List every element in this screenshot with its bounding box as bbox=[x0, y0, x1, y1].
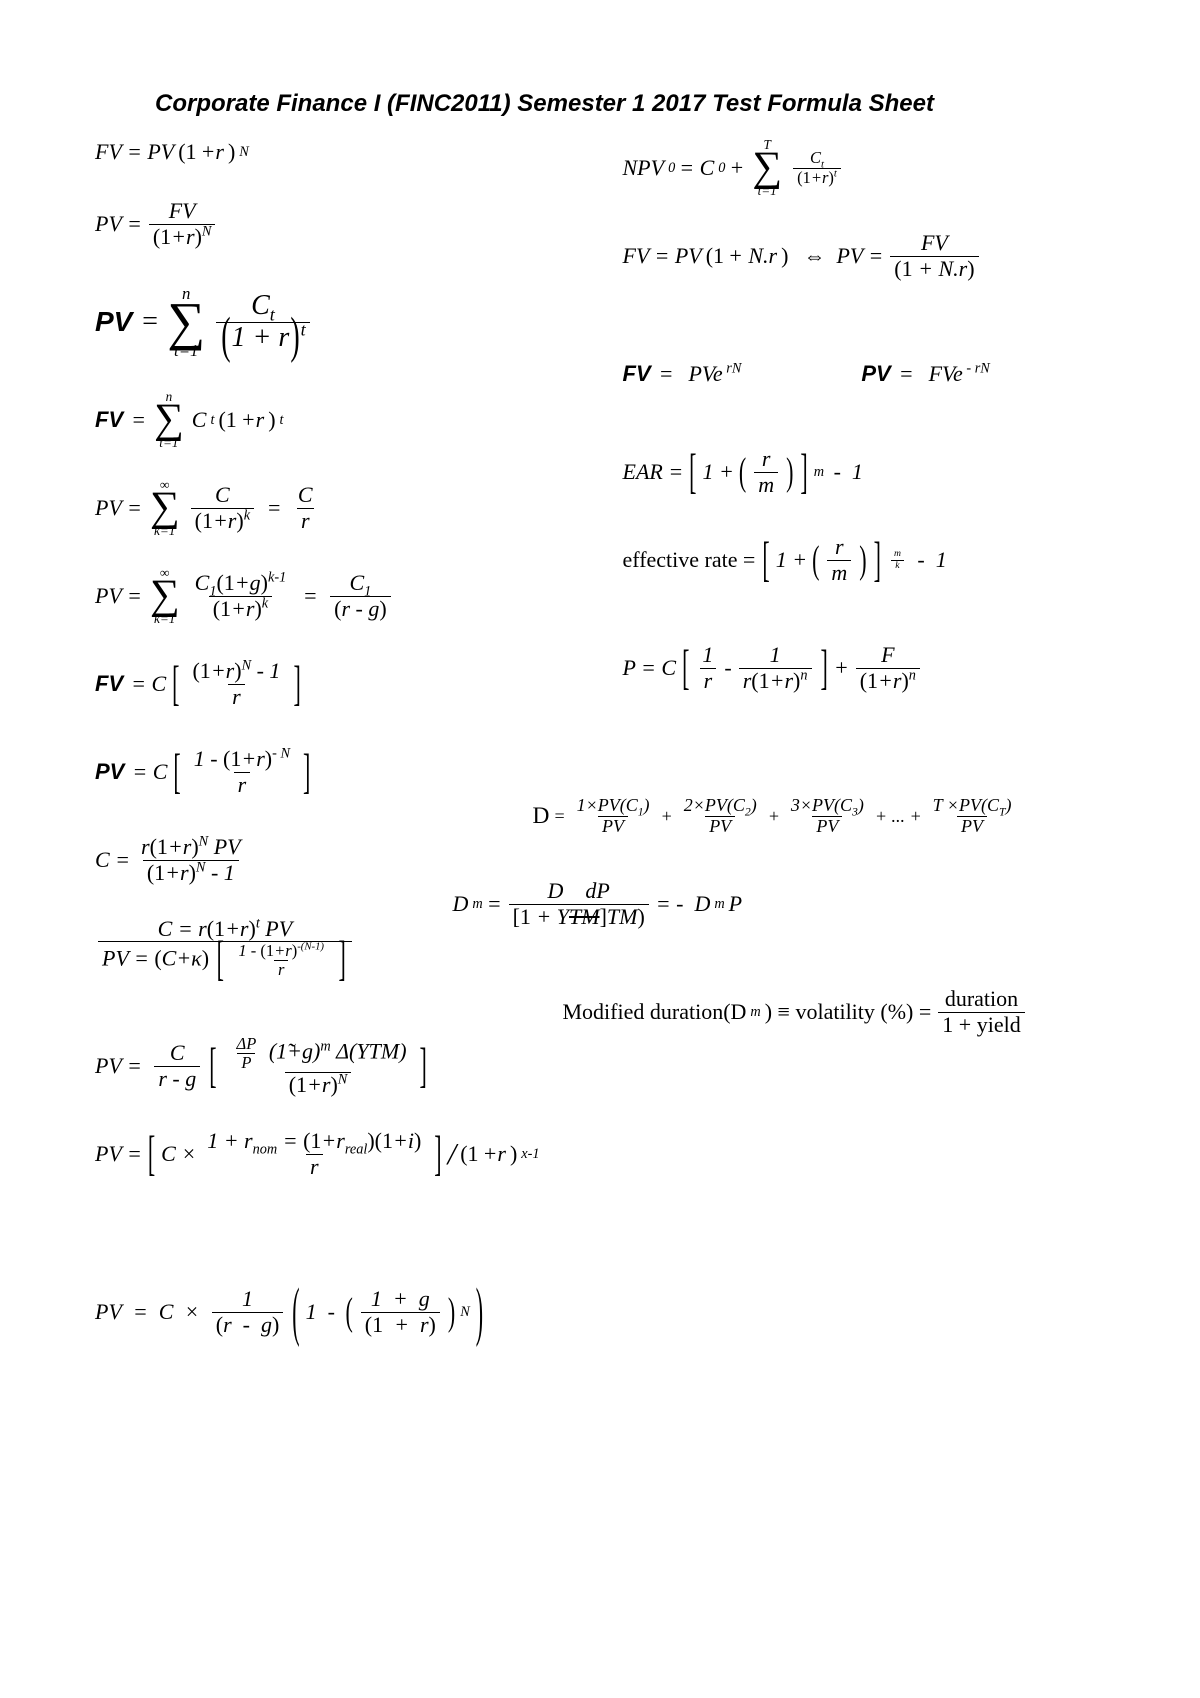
page-title: Corporate Finance I (FINC2011) Semester … bbox=[155, 90, 1130, 118]
formula-pv-annuity: PV = C [ 1 - (1+r)- N r ] bbox=[95, 732, 603, 812]
formula-fv-sum-ct: FV = n∑t=1 Ct(1+r)t bbox=[95, 380, 603, 460]
formula-pv-growing-annuity-clean: PV = C × 1(r - g) (1 - ( 1 + g(1 + r) )N… bbox=[95, 1262, 603, 1362]
formula-npv: NPV0 = C0 + T∑t=1 Ct(1+r)t bbox=[623, 128, 1131, 208]
right-column: NPV0 = C0 + T∑t=1 Ct(1+r)t FV = PV(1 + N… bbox=[623, 128, 1131, 1370]
formula-effective-rate: effective rate = [1 + (rm) ]mk - 1 bbox=[623, 520, 1131, 600]
formula-duration-D: D = 1×PV(C1)PV + 2×PV(C2)PV + 3×PV(C3)PV… bbox=[533, 776, 1131, 856]
formula-bond-price: P = C [ 1r - 1r(1+r)n ] + F(1+r)n bbox=[623, 628, 1131, 708]
formula-sheet-page: Corporate Finance I (FINC2011) Semester … bbox=[0, 0, 1200, 1698]
formula-simple-interest: FV = PV(1 + N.r) ⇔ PV = FV(1 + N.r) bbox=[623, 216, 1131, 296]
formula-pv-growing-annuity-overlap: PV = Cr - g [ ΔPP (1̃+g)m Δ(YTM) (1+r)N … bbox=[95, 1026, 603, 1106]
formula-fv-compound: FV = PV(1+r)N bbox=[95, 128, 603, 176]
formula-ear: EAR = [1 + (rm) ]m - 1 bbox=[623, 432, 1131, 512]
left-column: FV = PV(1+r)N PV = FV (1+r)N PV = n∑t=1 … bbox=[95, 128, 603, 1370]
formula-fv-annuity: FV = C [ (1+r)N - 1 r ] bbox=[95, 644, 603, 724]
formula-continuous: FV = PVe rN PV = FVe - rN bbox=[623, 324, 1131, 424]
formula-pv-nominal-real-overlap: PV = [C × 1 + rnom = (1+rreal)(1+i) r ] … bbox=[95, 1114, 603, 1194]
formula-grid: FV = PV(1+r)N PV = FV (1+r)N PV = n∑t=1 … bbox=[95, 128, 1130, 1370]
formula-pv-sum-ct: PV = n∑t=1 Ct (1 + r)t bbox=[95, 272, 603, 372]
formula-c-pv-overlap: C = r(1+r)t PV PV = (C+κ) [ 1 - (1+r)-(N… bbox=[95, 908, 603, 988]
formula-pv-discount: PV = FV (1+r)N bbox=[95, 184, 603, 264]
formula-pv-growing-perp: PV = ∞∑k=1 C1(1+g)k-1 (1+r)k = C1(r - g) bbox=[95, 556, 603, 636]
formula-pv-perpetuity: PV = ∞∑k=1 C(1+r)k = Cr bbox=[95, 468, 603, 548]
formula-modified-duration-vol: Modified duration(Dm) ≡ volatility (%) =… bbox=[563, 972, 1131, 1052]
